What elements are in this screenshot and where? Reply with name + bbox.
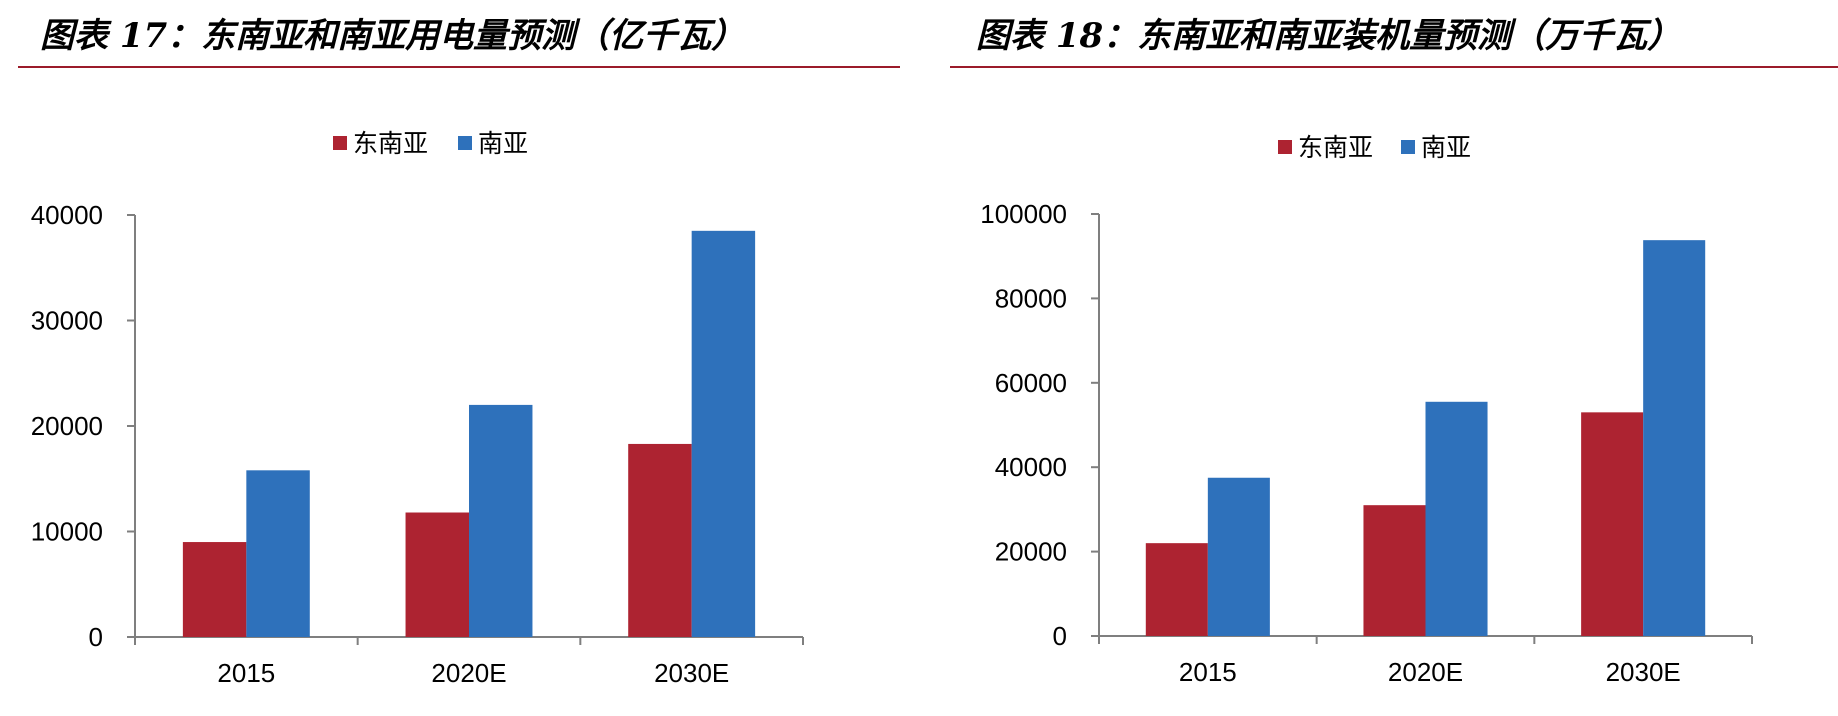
chart-panel-electricity: 图表 17：东南亚和南亚用电量预测（亿千瓦） 0 10000 20000 30000 4…: [0, 0, 900, 716]
bar-southeast-asia: [1581, 412, 1644, 636]
chart-panel-capacity: 图表 18：东南亚和南亚装机量预测（万千瓦） 0 20000 40000 60000 8…: [950, 0, 1838, 716]
bar-south-asia: [1425, 401, 1488, 636]
y-tick-label: 40000: [31, 200, 103, 230]
legend-swatch: [1401, 140, 1415, 154]
legend-label: 南亚: [1421, 133, 1471, 162]
legend-label: 东南亚: [1298, 133, 1373, 162]
bar-southeast-asia: [1145, 543, 1208, 636]
y-tick-label: 100000: [980, 199, 1067, 229]
bar-south-asia: [1643, 240, 1706, 636]
bar-southeast-asia: [1363, 505, 1426, 636]
legend-swatch: [1278, 140, 1292, 154]
y-tick-label: 60000: [995, 368, 1067, 398]
x-tick-label: 2015: [1179, 657, 1237, 687]
y-tick-label: 20000: [995, 537, 1067, 567]
legend-label: 东南亚: [353, 129, 428, 158]
bar-southeast-asia: [405, 512, 469, 637]
bar-chart-electricity: 0 10000 20000 30000 40000 2015 2020E 2030E 东南亚 南亚: [31, 129, 804, 688]
x-tick-label: 2015: [217, 658, 275, 688]
y-tick-label: 10000: [31, 517, 103, 547]
y-tick-label: 20000: [31, 411, 103, 441]
bar-southeast-asia: [182, 542, 247, 637]
bar-southeast-asia: [628, 443, 692, 637]
legend-label: 南亚: [478, 129, 528, 158]
figure-title: 图表 18：东南亚和南亚装机量预测（万千瓦）: [976, 16, 1682, 56]
title-divider: [18, 66, 900, 68]
x-tick-label: 2030E: [1606, 657, 1681, 687]
legend-swatch: [458, 136, 472, 150]
bar-chart-capacity: 0 20000 40000 60000 80000 100000 2015 2020E 2030…: [980, 133, 1753, 687]
x-tick-label: 2020E: [1388, 657, 1463, 687]
legend-swatch: [333, 136, 347, 150]
bar-south-asia: [469, 404, 533, 637]
bar-south-asia: [691, 230, 756, 637]
figure-title: 图表 17：东南亚和南亚用电量预测（亿千瓦）: [40, 16, 746, 56]
y-tick-label: 80000: [995, 283, 1067, 313]
x-tick-label: 2020E: [431, 658, 506, 688]
y-tick-label: 0: [89, 622, 103, 652]
bar-south-asia: [246, 470, 310, 637]
x-tick-label: 2030E: [654, 658, 729, 688]
title-divider: [950, 66, 1838, 68]
y-tick-label: 30000: [31, 306, 103, 336]
bar-south-asia: [1207, 477, 1270, 636]
y-tick-label: 40000: [995, 452, 1067, 482]
y-tick-label: 0: [1053, 621, 1067, 651]
